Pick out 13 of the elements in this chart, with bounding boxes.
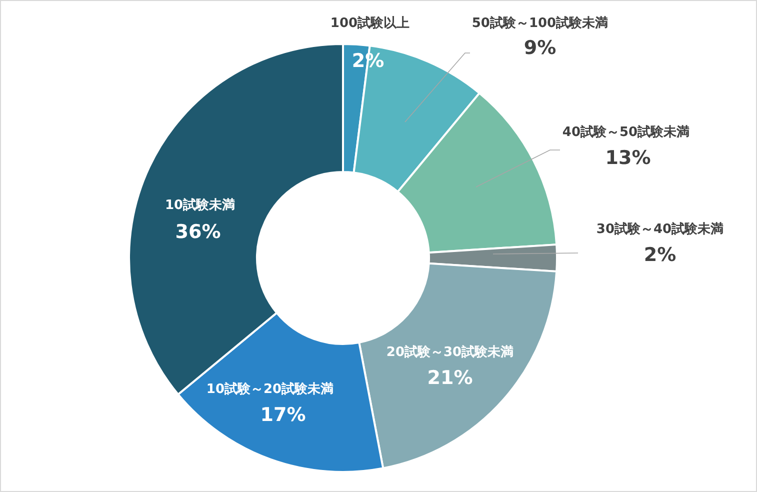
slice-label: 40試験～50試験未満 bbox=[562, 124, 690, 140]
data-label: 36% bbox=[175, 221, 221, 243]
slice-label: 10試験未満 bbox=[164, 197, 236, 213]
slice-label: 10試験～20試験未満 bbox=[206, 381, 334, 397]
data-label: 13% bbox=[605, 147, 651, 169]
slice-label: 20試験～30試験未満 bbox=[386, 344, 514, 360]
slice-label: 50試験～100試験未満 bbox=[472, 15, 608, 31]
data-label: 2% bbox=[644, 244, 676, 266]
data-label: 9% bbox=[524, 37, 556, 59]
slice-label: 30試験～40試験未満 bbox=[596, 221, 724, 237]
slice-label: 100試験以上 bbox=[330, 15, 410, 31]
data-label: 21% bbox=[427, 367, 473, 389]
data-label: 17% bbox=[260, 404, 306, 426]
